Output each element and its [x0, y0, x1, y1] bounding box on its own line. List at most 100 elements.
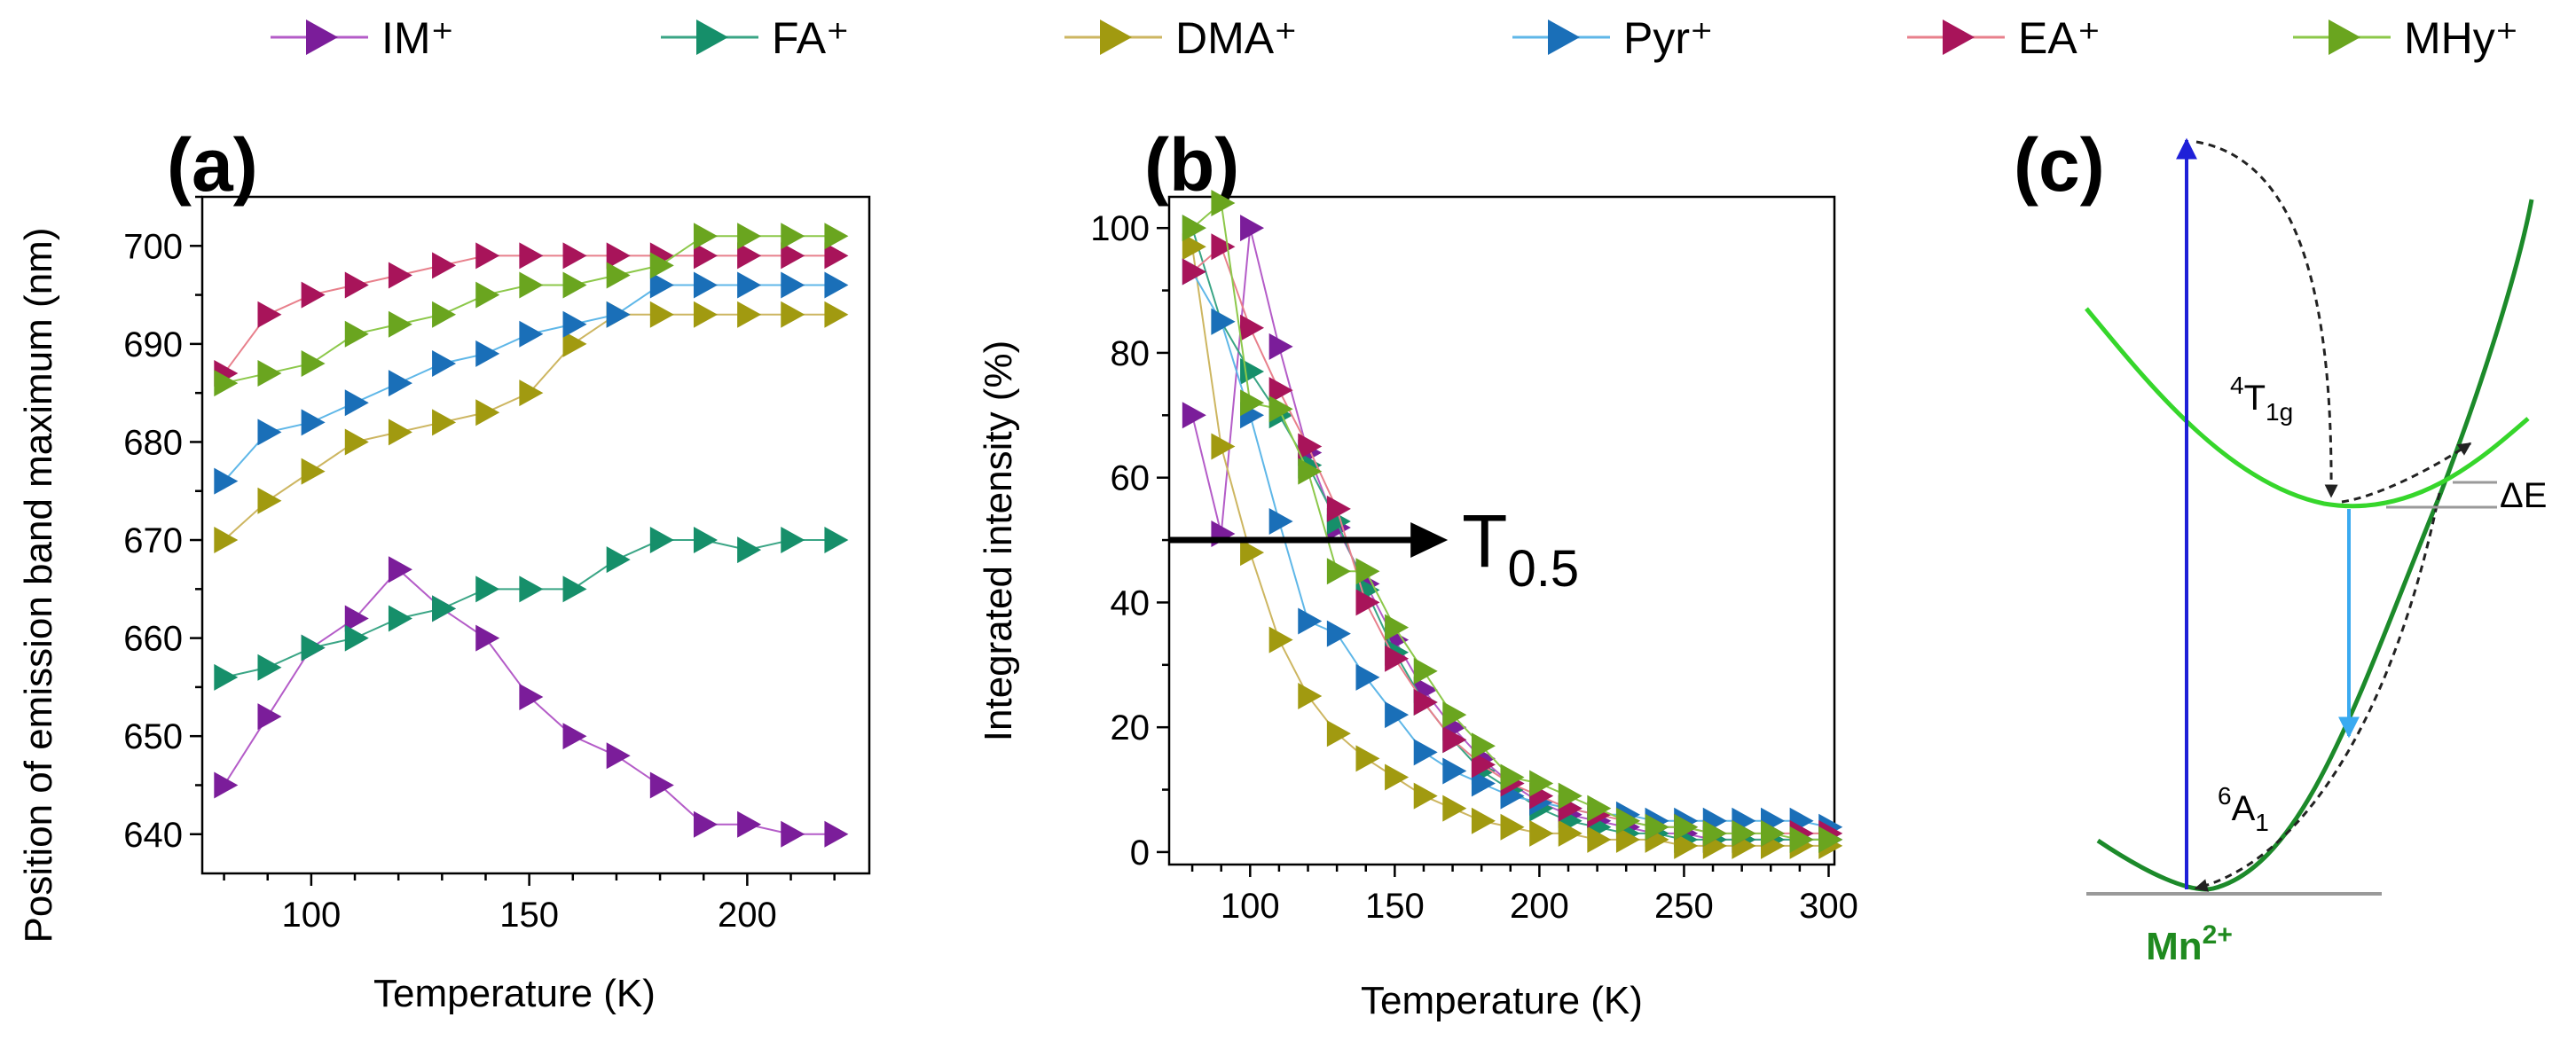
panel-b-x-tick-label: 150: [1365, 887, 1425, 926]
panel-a-x-tick-label: 150: [499, 896, 559, 935]
panel-a-data-point: [737, 271, 762, 299]
panel-a-data-point: [257, 360, 282, 387]
ion-sup: 2+: [2203, 920, 2233, 950]
panel-b-y-tick-label: 40: [1111, 583, 1151, 622]
panel-a-y-tick-label: 700: [123, 227, 183, 266]
panel-b-data-point: [1500, 763, 1525, 791]
panel-b-label: (b): [1144, 123, 1239, 207]
panel-b-data-point: [1413, 739, 1438, 766]
panel-a-y-tick-label: 660: [123, 620, 183, 659]
panel-b-data-point: [1761, 819, 1786, 847]
panel-b-data-point: [1182, 215, 1206, 242]
panel-a-data-point: [301, 409, 326, 436]
panel-b-data-point: [1385, 701, 1410, 729]
threshold-label-sub: 0.5: [1507, 540, 1579, 598]
panel-b-data-point: [1268, 395, 1293, 423]
panel-a-data-point: [824, 242, 849, 270]
panel-a-y-tick-label: 670: [123, 521, 183, 560]
return-arrow: [2194, 492, 2441, 892]
excited-sup: 4: [2230, 372, 2244, 399]
panel-a-data-point: [824, 820, 849, 848]
panel-a-data-point: [781, 271, 805, 299]
panel-b-data-point: [1558, 782, 1583, 810]
panel-b-series-line: [1191, 227, 1829, 841]
panel-a-data-point: [344, 320, 369, 348]
panel-b-data-point: [1385, 614, 1410, 641]
panel-b-data-point: [1182, 233, 1206, 261]
panel-b-data-point: [1182, 402, 1206, 429]
legend-label: MHy⁺: [2404, 13, 2518, 63]
panel-a-data-point: [781, 301, 805, 328]
excited-main: T: [2244, 379, 2266, 418]
ground-state-curve: [2096, 199, 2534, 892]
panel-a-data-point: [824, 271, 849, 299]
panel-a-data-point: [388, 262, 412, 289]
panel-a-data-point: [475, 281, 500, 309]
panel-b-data-point: [1298, 607, 1323, 635]
panel-a-data-point: [693, 301, 718, 328]
panel-b-data-point: [1385, 645, 1410, 672]
panel-b-series: [1182, 190, 1843, 853]
relaxation-arrow: [2195, 140, 2338, 498]
panel-b-data-point: [1240, 314, 1265, 341]
panel-b-data-point: [1471, 807, 1496, 834]
ground-main: A: [2232, 789, 2256, 828]
panel-a-data-point: [257, 703, 282, 731]
panel-b-x-tick-label: 200: [1510, 887, 1569, 926]
panel-a-y-tick-label: 690: [123, 325, 183, 364]
delta-e-label: ΔE: [2500, 476, 2547, 515]
excited-sub: 1g: [2266, 398, 2293, 426]
panel-b-data-point: [1702, 819, 1727, 847]
panel-a-data-point: [257, 301, 282, 328]
panel-a-data-point: [388, 605, 412, 632]
panel-b-data-point: [1326, 620, 1351, 647]
panel-a-y-tick-label: 680: [123, 423, 183, 462]
panel-a-data-point: [344, 389, 369, 417]
panel-b-data-point: [1413, 657, 1438, 685]
panel-a-data-point: [388, 370, 412, 397]
panel-b-data-point: [1558, 819, 1583, 847]
panel-a-data-point: [693, 527, 718, 554]
panel-a-series: [214, 527, 849, 691]
panel-b-data-point: [1326, 558, 1351, 585]
legend-label: DMA⁺: [1175, 13, 1298, 63]
legend-label: IM⁺: [381, 13, 454, 63]
panel-a-data-point: [214, 771, 239, 799]
panel-b-data-point: [1442, 757, 1467, 785]
panel-b-data-point: [1615, 826, 1640, 853]
panel-b-frame: [1167, 195, 1836, 866]
panel-b-data-point: [1529, 819, 1554, 847]
panel-a-data-point: [824, 527, 849, 554]
panel-b-x-tick-label: 250: [1654, 887, 1714, 926]
legend-item: FA⁺: [661, 13, 850, 63]
panel-a-data-point: [214, 467, 239, 495]
panel-b-data-point: [1674, 813, 1699, 841]
legend-item: IM⁺: [271, 13, 454, 63]
panel-b-data-point: [1211, 308, 1236, 335]
legend-label: EA⁺: [2018, 13, 2101, 63]
panel-b-data-point: [1268, 333, 1293, 360]
panel-b-x-tick-label: 100: [1221, 887, 1280, 926]
legend-marker: [306, 20, 338, 55]
panel-b-series: [1182, 215, 1843, 853]
legend-label: Pyr⁺: [1623, 13, 1713, 63]
panel-b-data-point: [1587, 794, 1612, 822]
panel-a-data-point: [301, 458, 326, 485]
panel-a-data-point: [432, 349, 457, 377]
panel-a-data-point: [781, 242, 805, 270]
panel-b-series-line: [1191, 227, 1829, 841]
panel-b-data-point: [1326, 720, 1351, 747]
panel-b-data-point: [1385, 763, 1410, 791]
panel-a-data-point: [649, 252, 674, 279]
panel-a-data-point: [693, 223, 718, 250]
panel-b-data-point: [1615, 807, 1640, 834]
panel-a-x-tick-label: 200: [718, 896, 777, 935]
panel-a-data-point: [649, 271, 674, 299]
panel-b-data-point: [1500, 813, 1525, 841]
panel-a-frame: [200, 195, 871, 875]
panel-b-data-point: [1587, 826, 1612, 853]
panel-b-data-point: [1442, 701, 1467, 729]
legend-item: MHy⁺: [2293, 13, 2518, 63]
panel-a-series: [214, 223, 849, 397]
